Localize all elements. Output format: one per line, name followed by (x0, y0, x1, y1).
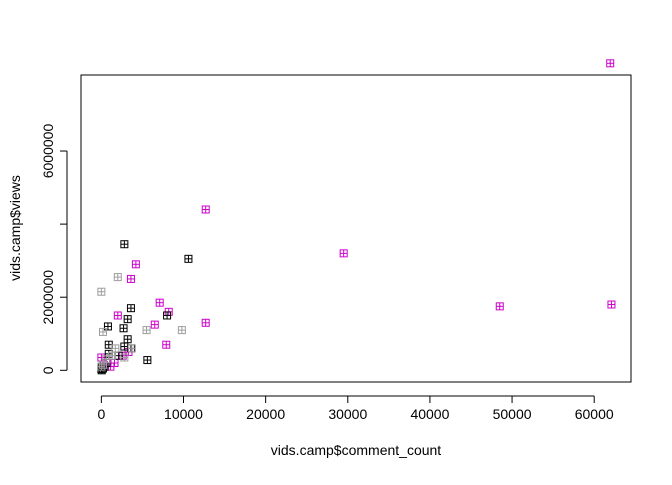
data-point-gray (111, 344, 120, 353)
data-point-gray (120, 353, 129, 362)
x-tick-label: 10000 (164, 406, 203, 422)
data-points (97, 59, 616, 375)
data-point-black (120, 240, 129, 249)
data-point-magenta (495, 302, 504, 311)
y-tick-label: 2000000 (40, 270, 56, 325)
data-point-gray (177, 326, 186, 335)
x-tick-label: 50000 (493, 406, 532, 422)
data-point-magenta (162, 340, 171, 349)
y-axis-title: vids.camp$views (7, 175, 23, 281)
plot-frame (80, 74, 632, 383)
data-point-magenta (201, 318, 210, 327)
data-point-black (119, 324, 128, 333)
x-tick-label: 30000 (328, 406, 367, 422)
x-tick-label: 40000 (410, 406, 449, 422)
data-point-magenta (126, 274, 135, 283)
y-tick-label: 6000000 (40, 124, 56, 179)
data-point-black (123, 315, 132, 324)
data-point-magenta (606, 59, 615, 68)
x-axis-title: vids.camp$comment_count (271, 442, 442, 458)
data-point-gray (142, 326, 151, 335)
data-point-gray (99, 327, 108, 336)
y-axis: 0 2000000 6000000 (40, 124, 68, 374)
data-point-magenta (131, 260, 140, 269)
data-point-black (143, 356, 152, 365)
x-tick-label: 60000 (575, 406, 614, 422)
data-point-black (123, 335, 132, 344)
x-tick-label: 20000 (246, 406, 285, 422)
data-point-black (163, 311, 172, 320)
data-point-magenta (113, 311, 122, 320)
data-point-gray (113, 273, 122, 282)
x-tick-label: 0 (97, 406, 105, 422)
data-point-magenta (339, 249, 348, 258)
x-axis: 0 10000 20000 30000 40000 50000 60000 (97, 395, 614, 422)
y-tick-label: 0 (40, 366, 56, 374)
data-point-gray (97, 287, 106, 296)
data-point-magenta (607, 300, 616, 309)
data-point-black (126, 304, 135, 313)
data-point-black (103, 322, 112, 331)
data-point-magenta (150, 320, 159, 329)
data-point-magenta (155, 298, 164, 307)
data-point-gray (97, 362, 106, 371)
data-point-magenta (201, 205, 210, 214)
data-point-black (184, 254, 193, 263)
data-point-gray (127, 344, 136, 353)
data-point-black (104, 340, 113, 349)
